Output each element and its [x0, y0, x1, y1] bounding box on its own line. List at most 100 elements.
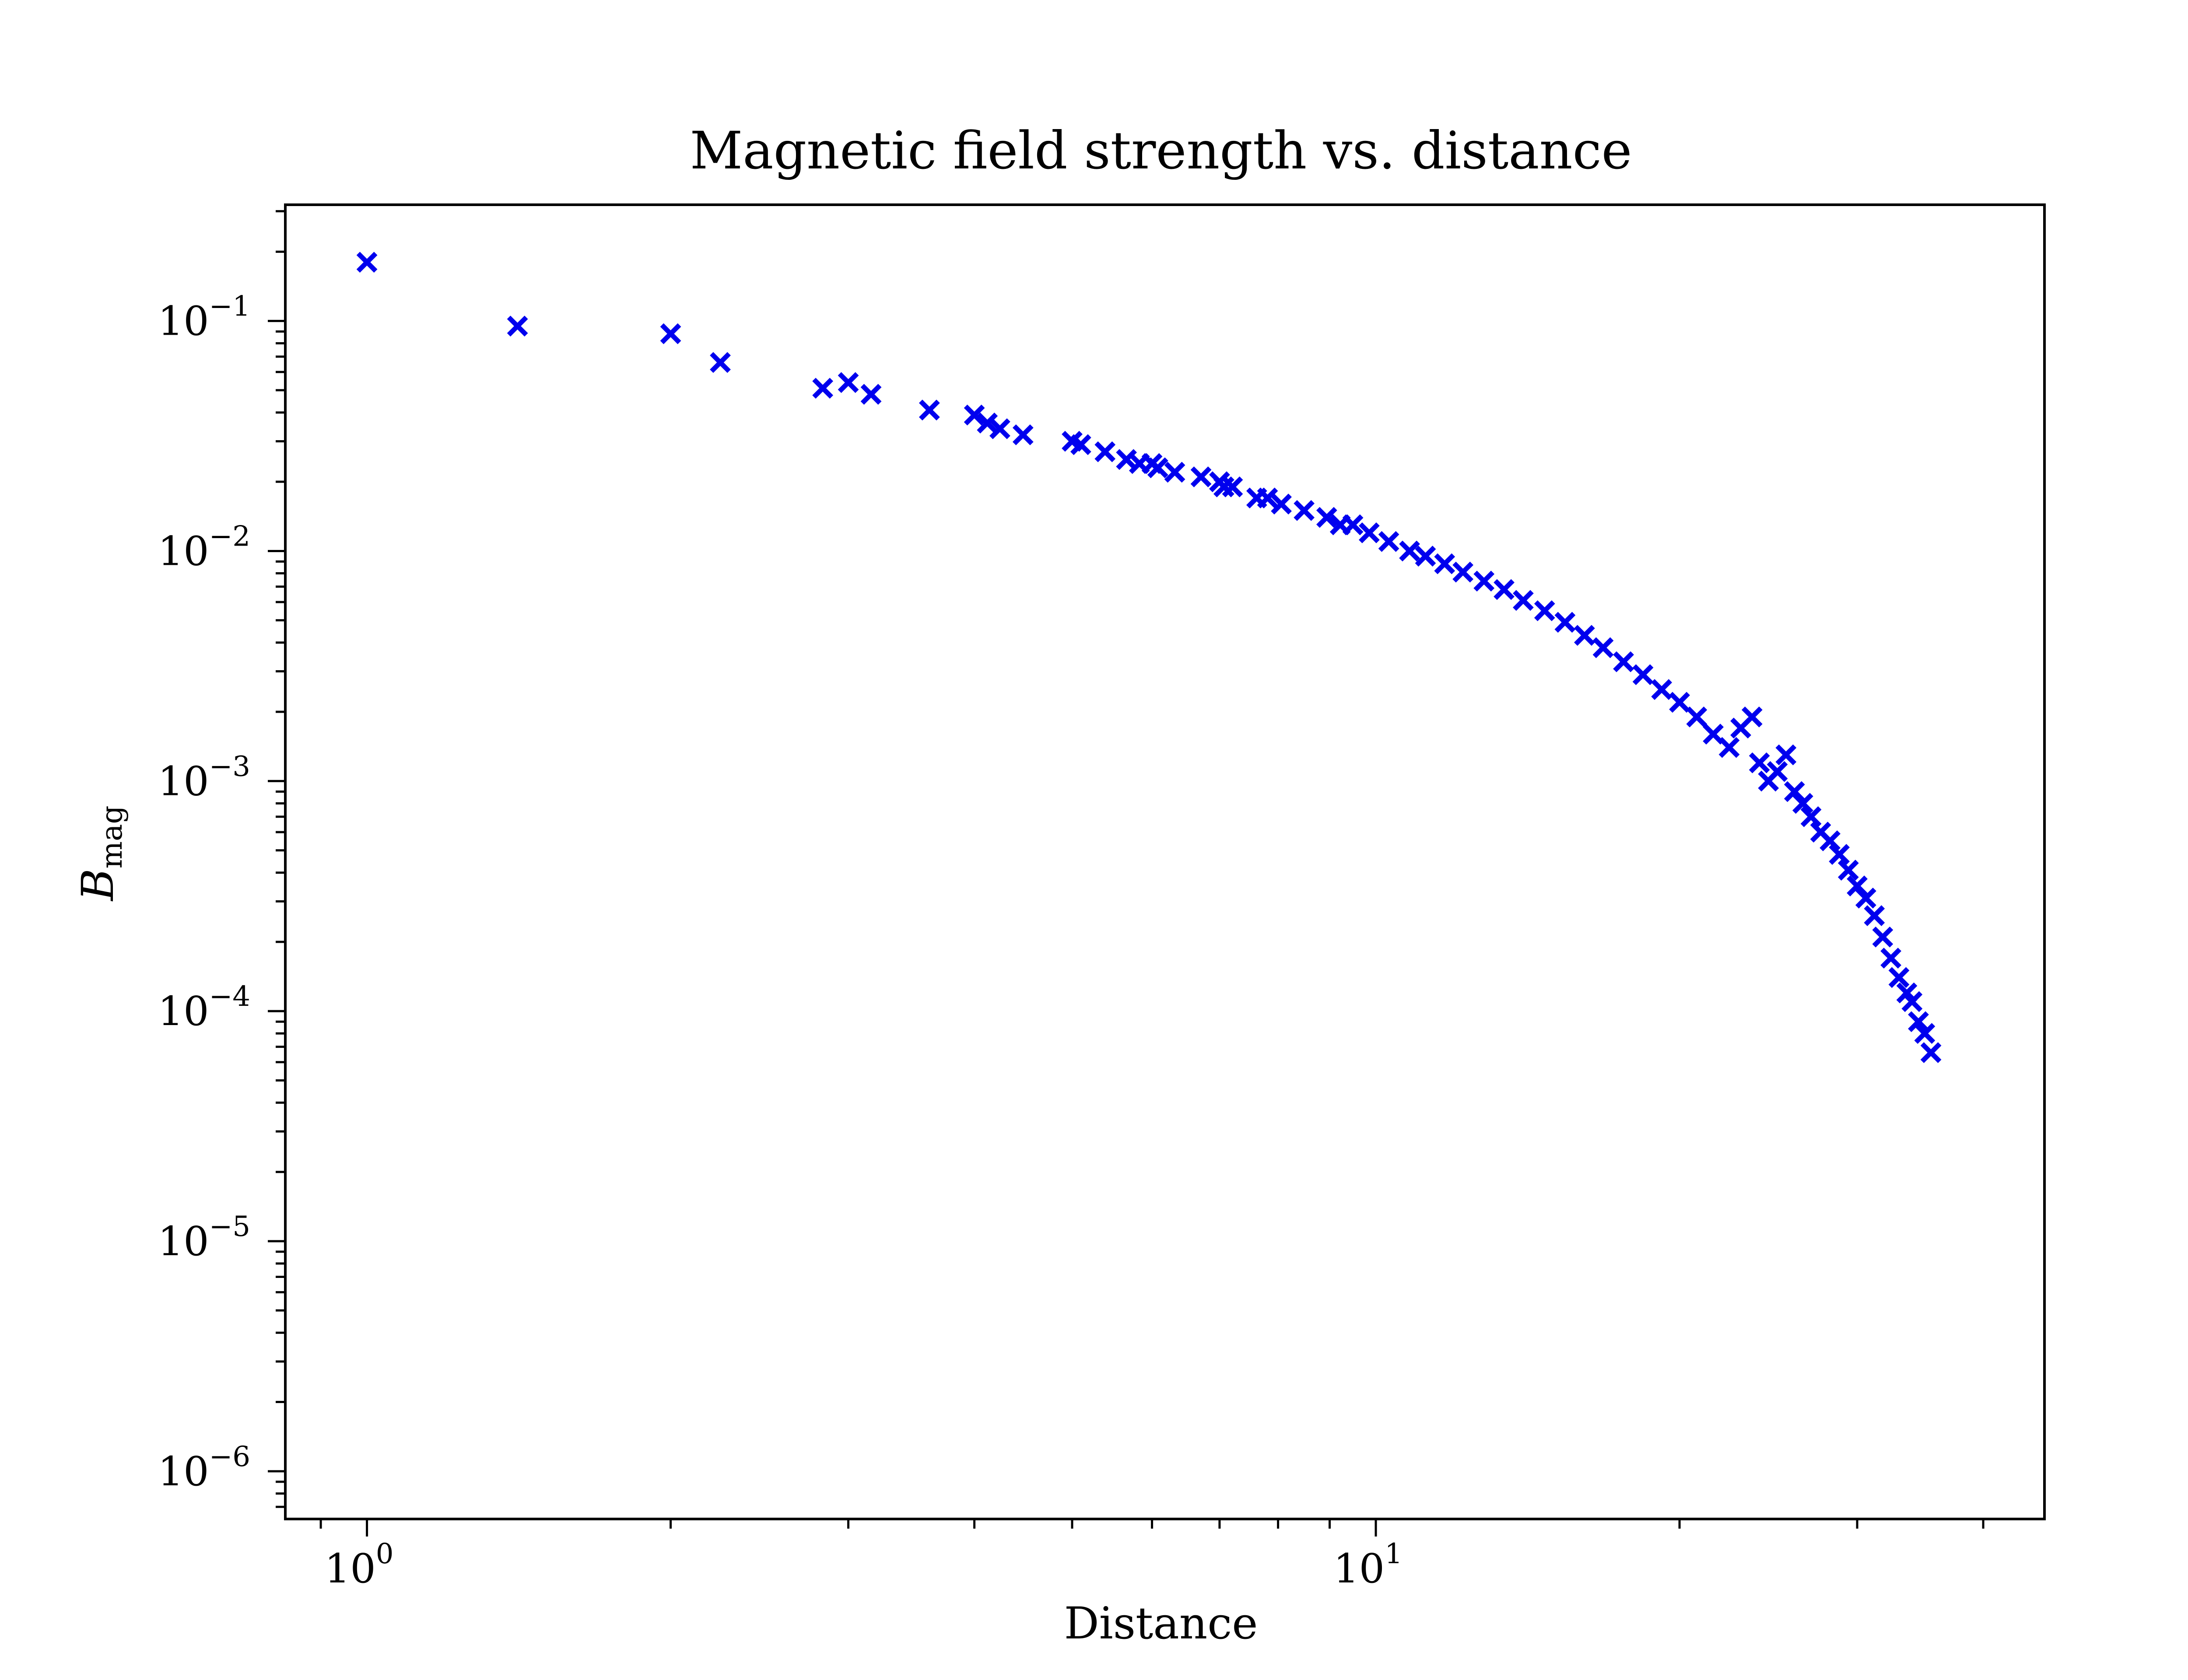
data-point	[977, 413, 998, 434]
y-tick-exponent: −4	[209, 980, 250, 1013]
data-point	[1741, 706, 1763, 728]
data-point	[1669, 692, 1690, 713]
x-axis: 100 101	[319, 1519, 1985, 1592]
data-point-stroke	[1847, 875, 1868, 896]
data-point	[1888, 967, 1910, 988]
data-point-stroke	[1632, 664, 1654, 686]
y-axis-label-subscript: mag	[95, 805, 129, 868]
data-point	[1820, 830, 1841, 851]
data-point-stroke	[1534, 600, 1555, 621]
data-point	[507, 315, 528, 337]
x-tick-exponent: 0	[376, 1538, 394, 1570]
data-point-stroke	[1070, 434, 1091, 455]
data-point-stroke	[1257, 487, 1278, 509]
data-point	[964, 404, 985, 426]
data-point-stroke	[1784, 781, 1805, 802]
data-point-stroke	[1810, 822, 1831, 843]
data-point	[1703, 724, 1724, 745]
data-point	[1686, 706, 1708, 728]
data-point-stroke	[1855, 887, 1876, 909]
data-point	[838, 372, 859, 393]
data-point	[1792, 793, 1813, 814]
y-tick-label: 10−4	[158, 980, 250, 1035]
data-point-stroke	[356, 252, 378, 273]
data-point-stroke	[1908, 1011, 1929, 1032]
data-point-stroke	[1837, 860, 1859, 881]
data-point	[1399, 540, 1420, 562]
data-point-stroke	[1686, 706, 1708, 728]
data-point	[1257, 487, 1278, 509]
y-tick-base: 10	[158, 528, 209, 574]
data-point	[1222, 476, 1243, 497]
data-point	[1574, 625, 1595, 646]
data-point-stroke	[1775, 744, 1797, 766]
data-point-stroke	[964, 404, 985, 426]
plot-area	[284, 203, 2046, 1520]
y-tick-exponent: −1	[209, 290, 250, 323]
data-point-stroke	[1669, 692, 1690, 713]
data-point-stroke	[1094, 441, 1116, 462]
data-point	[1534, 600, 1555, 621]
data-point	[1837, 860, 1859, 881]
data-point	[1316, 507, 1337, 528]
data-point-stroke	[1792, 793, 1813, 814]
data-point-stroke	[1554, 612, 1576, 633]
data-point	[356, 252, 378, 273]
data-point-stroke	[1718, 737, 1740, 758]
data-point-stroke	[1872, 926, 1893, 948]
data-point	[812, 378, 834, 399]
y-tick-label: 10−3	[158, 750, 250, 805]
data-point-stroke	[1820, 830, 1841, 851]
data-point-stroke	[1651, 679, 1673, 700]
data-point-stroke	[1378, 531, 1399, 552]
data-point	[1914, 1023, 1936, 1044]
data-point	[1718, 737, 1740, 758]
data-point-stroke	[989, 418, 1010, 439]
data-point-stroke	[1880, 948, 1901, 969]
x-tick-exponent: 1	[1385, 1538, 1403, 1570]
data-point	[860, 384, 882, 405]
data-point-stroke	[1342, 514, 1364, 536]
data-point-stroke	[1294, 500, 1315, 521]
data-point	[1855, 887, 1876, 909]
data-point-stroke	[1896, 982, 1918, 1004]
data-point-stroke	[1316, 507, 1337, 528]
data-point	[1190, 466, 1212, 487]
y-tick-label: 10−5	[158, 1211, 250, 1265]
data-point-stroke	[1888, 967, 1910, 988]
data-point-stroke	[977, 413, 998, 434]
data-point	[1473, 570, 1495, 592]
data-point	[1784, 781, 1805, 802]
data-point-stroke	[1613, 651, 1634, 672]
data-point	[1147, 457, 1168, 479]
data-point-stroke	[660, 323, 681, 344]
data-point	[1012, 424, 1034, 445]
data-point-stroke	[860, 384, 882, 405]
data-point-stroke	[1864, 905, 1885, 926]
data-point-stroke	[1359, 522, 1380, 543]
data-point	[1342, 514, 1364, 536]
y-tick-exponent: −6	[209, 1441, 250, 1473]
data-point	[1749, 752, 1770, 774]
data-point	[1872, 926, 1893, 948]
data-point	[1434, 553, 1455, 574]
data-point	[1513, 590, 1534, 611]
data-point	[1880, 948, 1901, 969]
data-point-stroke	[838, 372, 859, 393]
data-point-stroke	[1513, 590, 1534, 611]
data-point-stroke	[1164, 462, 1185, 483]
data-point	[1415, 546, 1436, 567]
data-point-stroke	[710, 352, 731, 373]
y-tick-exponent: −3	[209, 750, 250, 783]
data-point-stroke	[1062, 430, 1083, 452]
data-point-stroke	[1901, 991, 1923, 1012]
data-point-stroke	[1473, 570, 1495, 592]
y-tick-base: 10	[158, 758, 209, 805]
data-point-stroke	[1829, 844, 1850, 865]
data-point	[1070, 434, 1091, 455]
data-point	[1094, 441, 1116, 462]
x-axis-label: Distance	[1064, 1598, 1258, 1649]
data-point	[1901, 991, 1923, 1012]
data-point	[1294, 500, 1315, 521]
